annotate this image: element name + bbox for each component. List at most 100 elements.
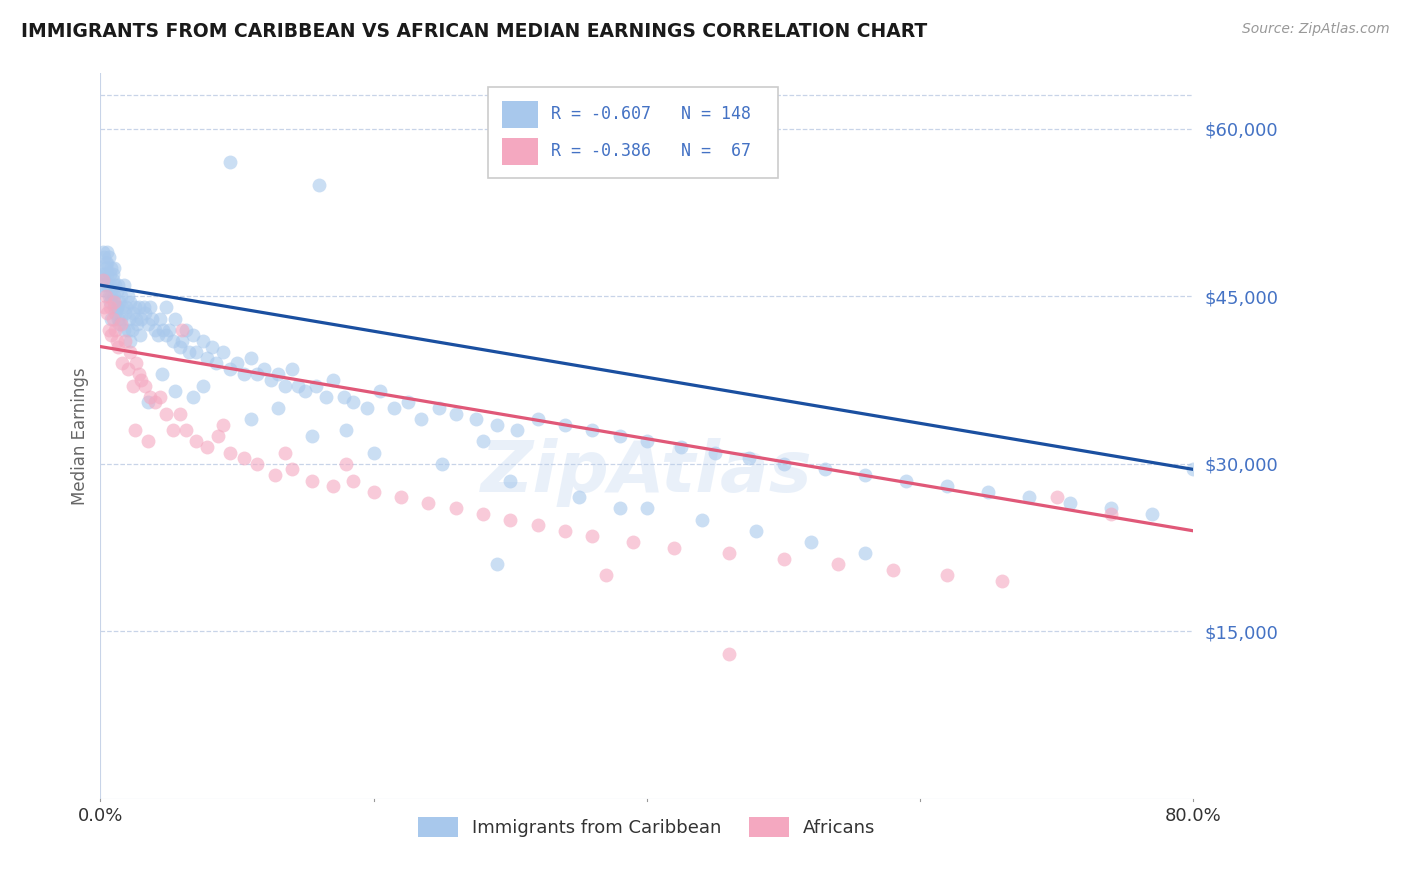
Point xyxy=(155,328,177,343)
Point xyxy=(176,323,198,337)
Point xyxy=(169,407,191,421)
Point xyxy=(581,423,603,437)
Point xyxy=(411,412,433,426)
Point xyxy=(717,546,740,560)
Point xyxy=(239,412,262,426)
Point xyxy=(813,462,835,476)
Point xyxy=(165,311,187,326)
Point xyxy=(444,407,467,421)
Point xyxy=(112,323,135,337)
Point xyxy=(219,362,242,376)
Point xyxy=(94,256,117,270)
Point xyxy=(107,311,129,326)
Point xyxy=(93,301,115,315)
Point xyxy=(363,484,385,499)
Point xyxy=(226,356,249,370)
Point xyxy=(499,513,522,527)
Point xyxy=(595,568,617,582)
Point xyxy=(991,574,1014,588)
Point xyxy=(294,384,316,399)
Point xyxy=(342,474,364,488)
Point xyxy=(232,451,254,466)
FancyBboxPatch shape xyxy=(488,87,778,178)
Point xyxy=(118,311,141,326)
Point xyxy=(195,351,218,365)
Point xyxy=(621,535,644,549)
Point xyxy=(772,457,794,471)
Point xyxy=(134,378,156,392)
Point xyxy=(115,301,138,315)
Point xyxy=(356,401,378,415)
Point xyxy=(103,301,125,315)
Point xyxy=(117,362,139,376)
Point xyxy=(738,451,761,466)
Point xyxy=(122,306,145,320)
Point xyxy=(1018,491,1040,505)
Point xyxy=(1059,496,1081,510)
Point xyxy=(114,334,136,348)
Point xyxy=(120,294,142,309)
Point xyxy=(128,368,150,382)
Point xyxy=(97,289,120,303)
Point xyxy=(136,395,159,409)
Point xyxy=(112,278,135,293)
Point xyxy=(471,434,494,449)
Point xyxy=(101,267,124,281)
Point xyxy=(664,541,686,555)
Point xyxy=(205,356,228,370)
Point xyxy=(219,155,242,169)
Point xyxy=(896,474,918,488)
Point xyxy=(322,479,344,493)
Point xyxy=(103,294,125,309)
Point xyxy=(96,267,118,281)
Point xyxy=(207,429,229,443)
Point xyxy=(526,518,548,533)
Point xyxy=(1046,491,1069,505)
Point xyxy=(157,323,180,337)
Point xyxy=(280,362,302,376)
Point xyxy=(105,334,128,348)
Point xyxy=(125,356,148,370)
Point xyxy=(936,479,959,493)
Point xyxy=(136,317,159,331)
Point xyxy=(191,378,214,392)
Point xyxy=(169,340,191,354)
Point xyxy=(280,462,302,476)
Point xyxy=(212,417,235,432)
Point xyxy=(105,301,128,315)
Point xyxy=(181,328,204,343)
Point xyxy=(117,289,139,303)
Point xyxy=(97,250,120,264)
Point xyxy=(704,445,727,459)
Point xyxy=(636,434,658,449)
Point xyxy=(882,563,904,577)
Point xyxy=(131,311,153,326)
Point xyxy=(800,535,823,549)
Point xyxy=(287,378,309,392)
Point xyxy=(471,507,494,521)
Point xyxy=(162,423,184,437)
Point xyxy=(105,301,128,315)
Point xyxy=(246,457,269,471)
Legend: Immigrants from Caribbean, Africans: Immigrants from Caribbean, Africans xyxy=(411,810,883,844)
Point xyxy=(444,501,467,516)
Point xyxy=(554,417,576,432)
Point xyxy=(855,546,877,560)
Point xyxy=(108,294,131,309)
Point xyxy=(155,301,177,315)
Point xyxy=(96,256,118,270)
Point xyxy=(609,501,631,516)
Point xyxy=(129,328,152,343)
Point xyxy=(609,429,631,443)
Point xyxy=(342,395,364,409)
FancyBboxPatch shape xyxy=(502,101,537,128)
Point xyxy=(305,378,328,392)
Point xyxy=(107,278,129,293)
Point xyxy=(301,429,323,443)
Point xyxy=(855,468,877,483)
Point xyxy=(104,278,127,293)
Point xyxy=(103,289,125,303)
Point xyxy=(100,261,122,276)
Point xyxy=(335,457,357,471)
Point xyxy=(717,647,740,661)
